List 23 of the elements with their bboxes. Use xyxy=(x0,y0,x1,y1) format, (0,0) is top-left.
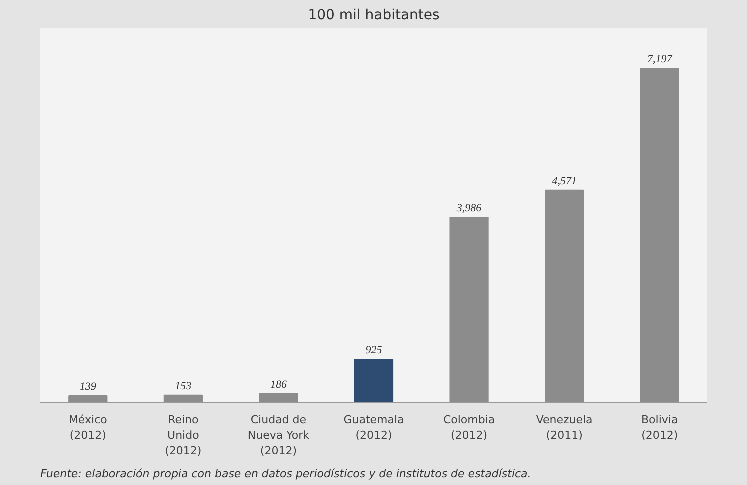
x-tick-label: Colombia (2012) xyxy=(443,414,496,442)
data-label: 3,986 xyxy=(456,202,482,215)
x-tick-label: Venezuela (2011) xyxy=(536,414,593,442)
bar xyxy=(450,217,489,402)
x-tick-label: Ciudad de Nueva York (2012) xyxy=(248,414,310,458)
x-tick-label: Guatemala (2012) xyxy=(344,414,404,442)
bar xyxy=(164,394,203,402)
data-label: 7,197 xyxy=(647,54,673,66)
x-tick-label: Bolivia (2012) xyxy=(642,414,678,442)
chart-title: 100 mil habitantes xyxy=(308,8,440,24)
data-label: 186 xyxy=(270,378,288,391)
bar xyxy=(545,190,584,402)
data-label: 153 xyxy=(175,380,192,392)
source-note: Fuente: elaboración propia con base en datos periodísticos y de institutos de estadística. xyxy=(40,468,532,480)
x-tick-label: México (2012) xyxy=(68,414,108,442)
data-label: 4,571 xyxy=(552,175,577,188)
x-tick-label: Reino Unido (2012) xyxy=(165,414,202,458)
bar xyxy=(68,396,108,402)
data-label: 139 xyxy=(80,381,97,394)
data-label: 925 xyxy=(366,344,383,357)
bar xyxy=(259,393,298,402)
bar xyxy=(640,68,680,402)
bar xyxy=(354,359,394,402)
